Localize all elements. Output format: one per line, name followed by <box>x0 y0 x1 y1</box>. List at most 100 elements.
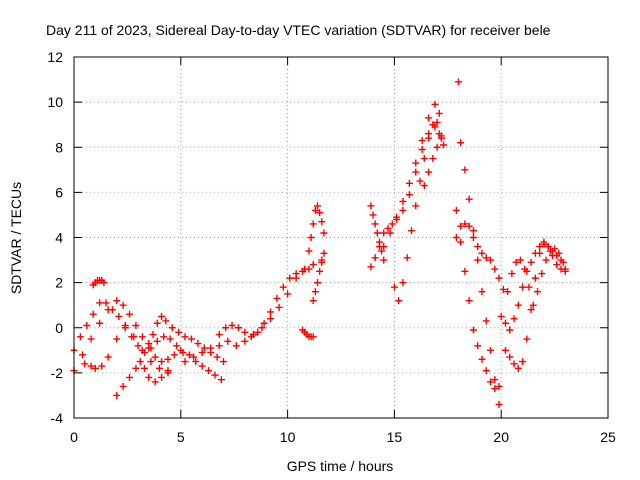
data-point <box>247 333 255 341</box>
data-point <box>284 290 292 298</box>
data-point <box>506 326 514 334</box>
data-point <box>164 369 172 377</box>
data-point <box>506 353 514 361</box>
data-point <box>542 256 550 264</box>
data-point <box>491 376 499 384</box>
data-point <box>175 328 183 336</box>
data-point <box>192 358 200 366</box>
data-point <box>512 258 520 266</box>
y-tick-label: 8 <box>55 139 63 155</box>
data-point <box>523 335 531 343</box>
data-point <box>555 249 563 257</box>
data-point <box>311 288 319 296</box>
data-point <box>508 270 516 278</box>
data-point <box>309 333 317 341</box>
data-point <box>478 249 486 257</box>
data-point <box>198 349 206 357</box>
data-point <box>232 342 240 350</box>
series-sat-q <box>454 78 462 86</box>
data-point <box>416 177 424 185</box>
data-point <box>514 364 522 372</box>
data-point <box>536 243 544 251</box>
data-point <box>217 376 225 384</box>
x-axis-label: GPS time / hours <box>287 458 394 474</box>
data-point <box>525 283 533 291</box>
data-point <box>311 206 319 214</box>
data-point <box>482 317 490 325</box>
data-point <box>478 288 486 296</box>
data-point <box>81 360 89 368</box>
data-point <box>213 353 221 361</box>
data-point <box>153 337 161 345</box>
data-point <box>164 355 172 363</box>
data-point <box>521 265 529 273</box>
data-point <box>160 333 168 341</box>
data-point <box>113 335 121 343</box>
series-sat-h <box>215 265 313 341</box>
data-point <box>138 346 146 354</box>
data-point <box>234 324 242 332</box>
data-point <box>529 301 537 309</box>
data-point <box>205 367 213 375</box>
data-point <box>452 234 460 241</box>
y-tick-label: 12 <box>47 49 63 65</box>
data-point <box>145 340 153 348</box>
data-point <box>87 362 95 370</box>
data-point <box>519 283 527 291</box>
data-point <box>469 326 477 334</box>
data-point <box>561 267 569 275</box>
data-point <box>177 346 185 354</box>
data-point <box>425 168 433 176</box>
data-point <box>540 238 548 246</box>
series-sat-w <box>504 245 567 309</box>
data-point <box>482 254 490 262</box>
data-point <box>173 342 181 350</box>
data-point <box>431 100 439 108</box>
data-point <box>548 252 556 260</box>
data-point <box>504 288 512 296</box>
data-point <box>433 143 441 151</box>
data-point <box>162 317 170 325</box>
y-tick-label: -4 <box>51 410 64 426</box>
data-point <box>375 238 383 246</box>
series-sat-b <box>70 297 185 375</box>
data-point <box>474 243 482 251</box>
chart-title: Day 211 of 2023, Sidereal Day-to-day VTE… <box>46 22 551 38</box>
data-point <box>403 254 411 262</box>
data-point <box>181 358 189 366</box>
data-point <box>104 353 112 361</box>
data-point <box>76 333 84 341</box>
data-point <box>371 220 379 228</box>
data-points <box>70 78 569 408</box>
x-tick-label: 0 <box>70 429 78 445</box>
data-point <box>224 337 232 345</box>
data-point <box>412 168 420 176</box>
data-point <box>461 220 469 228</box>
data-point <box>126 310 134 318</box>
series-sat-j <box>309 249 328 305</box>
data-point <box>418 146 426 154</box>
data-point <box>457 139 465 147</box>
data-point <box>457 222 465 230</box>
data-point <box>318 256 326 264</box>
y-tick-label: 4 <box>55 230 63 246</box>
data-point <box>461 166 469 174</box>
series-sat-p <box>420 134 445 190</box>
data-point <box>429 155 437 163</box>
data-point <box>305 247 313 255</box>
data-point <box>440 141 448 149</box>
data-point <box>320 249 328 257</box>
data-point <box>514 301 522 309</box>
data-point <box>190 353 198 361</box>
y-tick-label: 2 <box>55 275 63 291</box>
data-point <box>273 294 281 302</box>
data-point <box>551 245 559 253</box>
data-point <box>194 340 202 348</box>
data-point <box>168 324 176 332</box>
data-point <box>79 351 87 359</box>
data-point <box>267 308 275 316</box>
data-point <box>286 274 294 282</box>
data-point <box>501 319 509 327</box>
data-point <box>220 358 228 366</box>
series-sat-t <box>452 220 507 293</box>
